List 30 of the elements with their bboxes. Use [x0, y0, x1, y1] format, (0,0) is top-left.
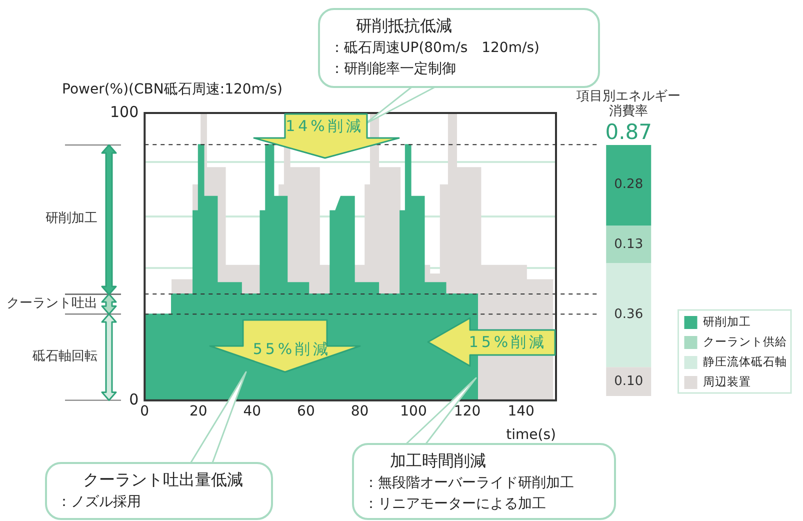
x-axis-title: time(s) — [506, 427, 556, 444]
y-axis-title: Power(%)(CBN砥石周速:120m/s) — [62, 82, 282, 98]
annotation: 15%削減 — [468, 333, 548, 351]
text: クーラント吐出 — [6, 296, 98, 312]
data-label: 0.36 — [613, 306, 644, 324]
bar — [606, 145, 652, 226]
bar — [606, 226, 652, 264]
x-tick-label: 120 — [454, 403, 481, 420]
x-tick-label: 40 — [243, 403, 262, 420]
x-tick-label: 60 — [297, 403, 315, 420]
data-label: 0.13 — [613, 236, 644, 254]
text: 砥石軸回転 — [32, 349, 98, 366]
annotation: 14%削減 — [284, 116, 365, 135]
total-label: 0.87 — [604, 120, 653, 144]
legend-label: 研削加工 — [703, 314, 751, 328]
chart-title: 項目別エネルギー消費率 — [576, 88, 682, 121]
data-label: 0.10 — [613, 372, 644, 391]
x-tick-label: 100 — [400, 403, 427, 420]
bar — [606, 367, 652, 396]
legend-label: クーラント供給 — [703, 334, 787, 348]
annotation: 55%削減 — [252, 340, 332, 358]
text: 研削加工 — [44, 211, 98, 228]
legend-label: 周辺装置 — [703, 374, 751, 388]
x-tick-label: 0 — [140, 403, 150, 420]
x-tick-label: 20 — [189, 403, 208, 420]
x-tick-label: 80 — [350, 403, 369, 420]
legend-label: 静圧流体砥石軸 — [703, 354, 787, 368]
bar — [606, 263, 652, 368]
x-tick-label: 140 — [508, 403, 534, 420]
data-label: 0.28 — [613, 176, 644, 194]
